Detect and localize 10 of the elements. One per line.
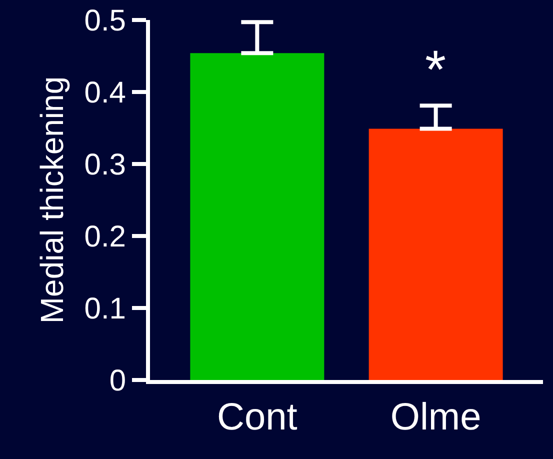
y-tick-label: 0.5 (84, 4, 126, 38)
y-tick-label: 0 (109, 364, 126, 398)
y-tick-label: 0.2 (84, 220, 126, 254)
x-tick-label: Olme (390, 396, 482, 439)
y-axis-title: Medial thickening (34, 76, 70, 324)
y-tick-label: 0.1 (84, 292, 126, 326)
y-tick-label: 0.4 (84, 76, 126, 110)
annotation: * (425, 40, 446, 100)
y-tick-label: 0.3 (84, 148, 126, 182)
x-tick-label: Cont (217, 396, 298, 439)
